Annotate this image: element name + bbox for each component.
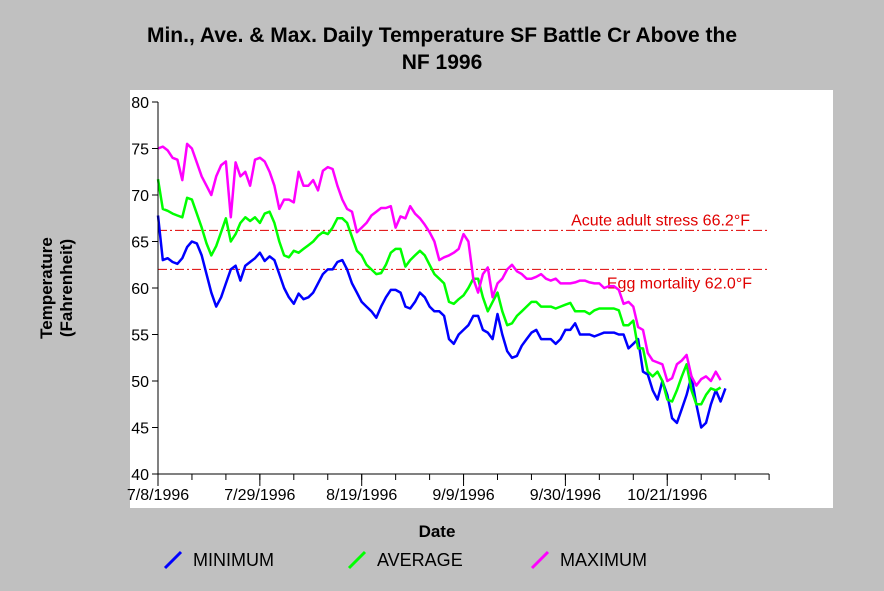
legend-swatch	[347, 550, 367, 570]
chart-title-line1: Min., Ave. & Max. Daily Temperature SF B…	[146, 24, 738, 47]
y-tick-label: 65	[131, 235, 149, 252]
x-tick-label: 10/21/1996	[627, 487, 707, 504]
y-tick-label: 75	[131, 142, 149, 159]
reference-line-label: Egg mortality 62.0°F	[607, 275, 752, 292]
x-tick-label: 8/19/1996	[326, 487, 397, 504]
y-tick-label: 60	[131, 281, 149, 298]
y-tick-label: 45	[131, 421, 149, 438]
y-axis-title: Temperature (Fahrenheit)	[37, 237, 76, 339]
plot-background	[130, 90, 833, 508]
y-tick-label: 55	[131, 328, 149, 345]
legend-label: MINIMUM	[193, 550, 274, 570]
series-line-maximum	[157, 142, 722, 387]
y-tick-label: 40	[131, 467, 149, 484]
x-axis-title: Date	[419, 522, 456, 541]
x-tick-label: 9/9/1996	[432, 487, 494, 504]
y-axis-title-line2: (Fahrenheit)	[57, 239, 76, 337]
reference-line-label: Acute adult stress 66.2°F	[571, 212, 750, 229]
series-line-average	[156, 179, 722, 406]
axes: 40 45 50 55 60 65 70 75 80 7/8/1996 7/29/1996 8/19/…	[127, 95, 770, 504]
y-axis-title-line1: Temperature	[37, 237, 56, 339]
x-tick-label: 7/8/1996	[127, 487, 189, 504]
chart-title-line2: NF 1996	[401, 51, 483, 74]
y-tick-label: 50	[131, 374, 149, 391]
y-tick-label: 80	[131, 95, 149, 112]
legend: MINIMUM AVERAGE MAXIMUM	[163, 550, 647, 570]
reference-lines: Acute adult stress 66.2°F Egg mortality 6…	[158, 212, 770, 292]
y-tick-label: 70	[131, 188, 149, 205]
series-lines	[156, 142, 727, 429]
legend-label: MAXIMUM	[560, 550, 647, 570]
series-line-minimum	[156, 215, 727, 429]
chart-title: Min., Ave. & Max. Daily Temperature SF B…	[0, 22, 884, 76]
legend-label: AVERAGE	[377, 550, 463, 570]
x-tick-label: 7/29/1996	[224, 487, 295, 504]
legend-swatch	[530, 550, 550, 570]
legend-swatch	[163, 550, 183, 570]
x-tick-label: 9/30/1996	[530, 487, 601, 504]
